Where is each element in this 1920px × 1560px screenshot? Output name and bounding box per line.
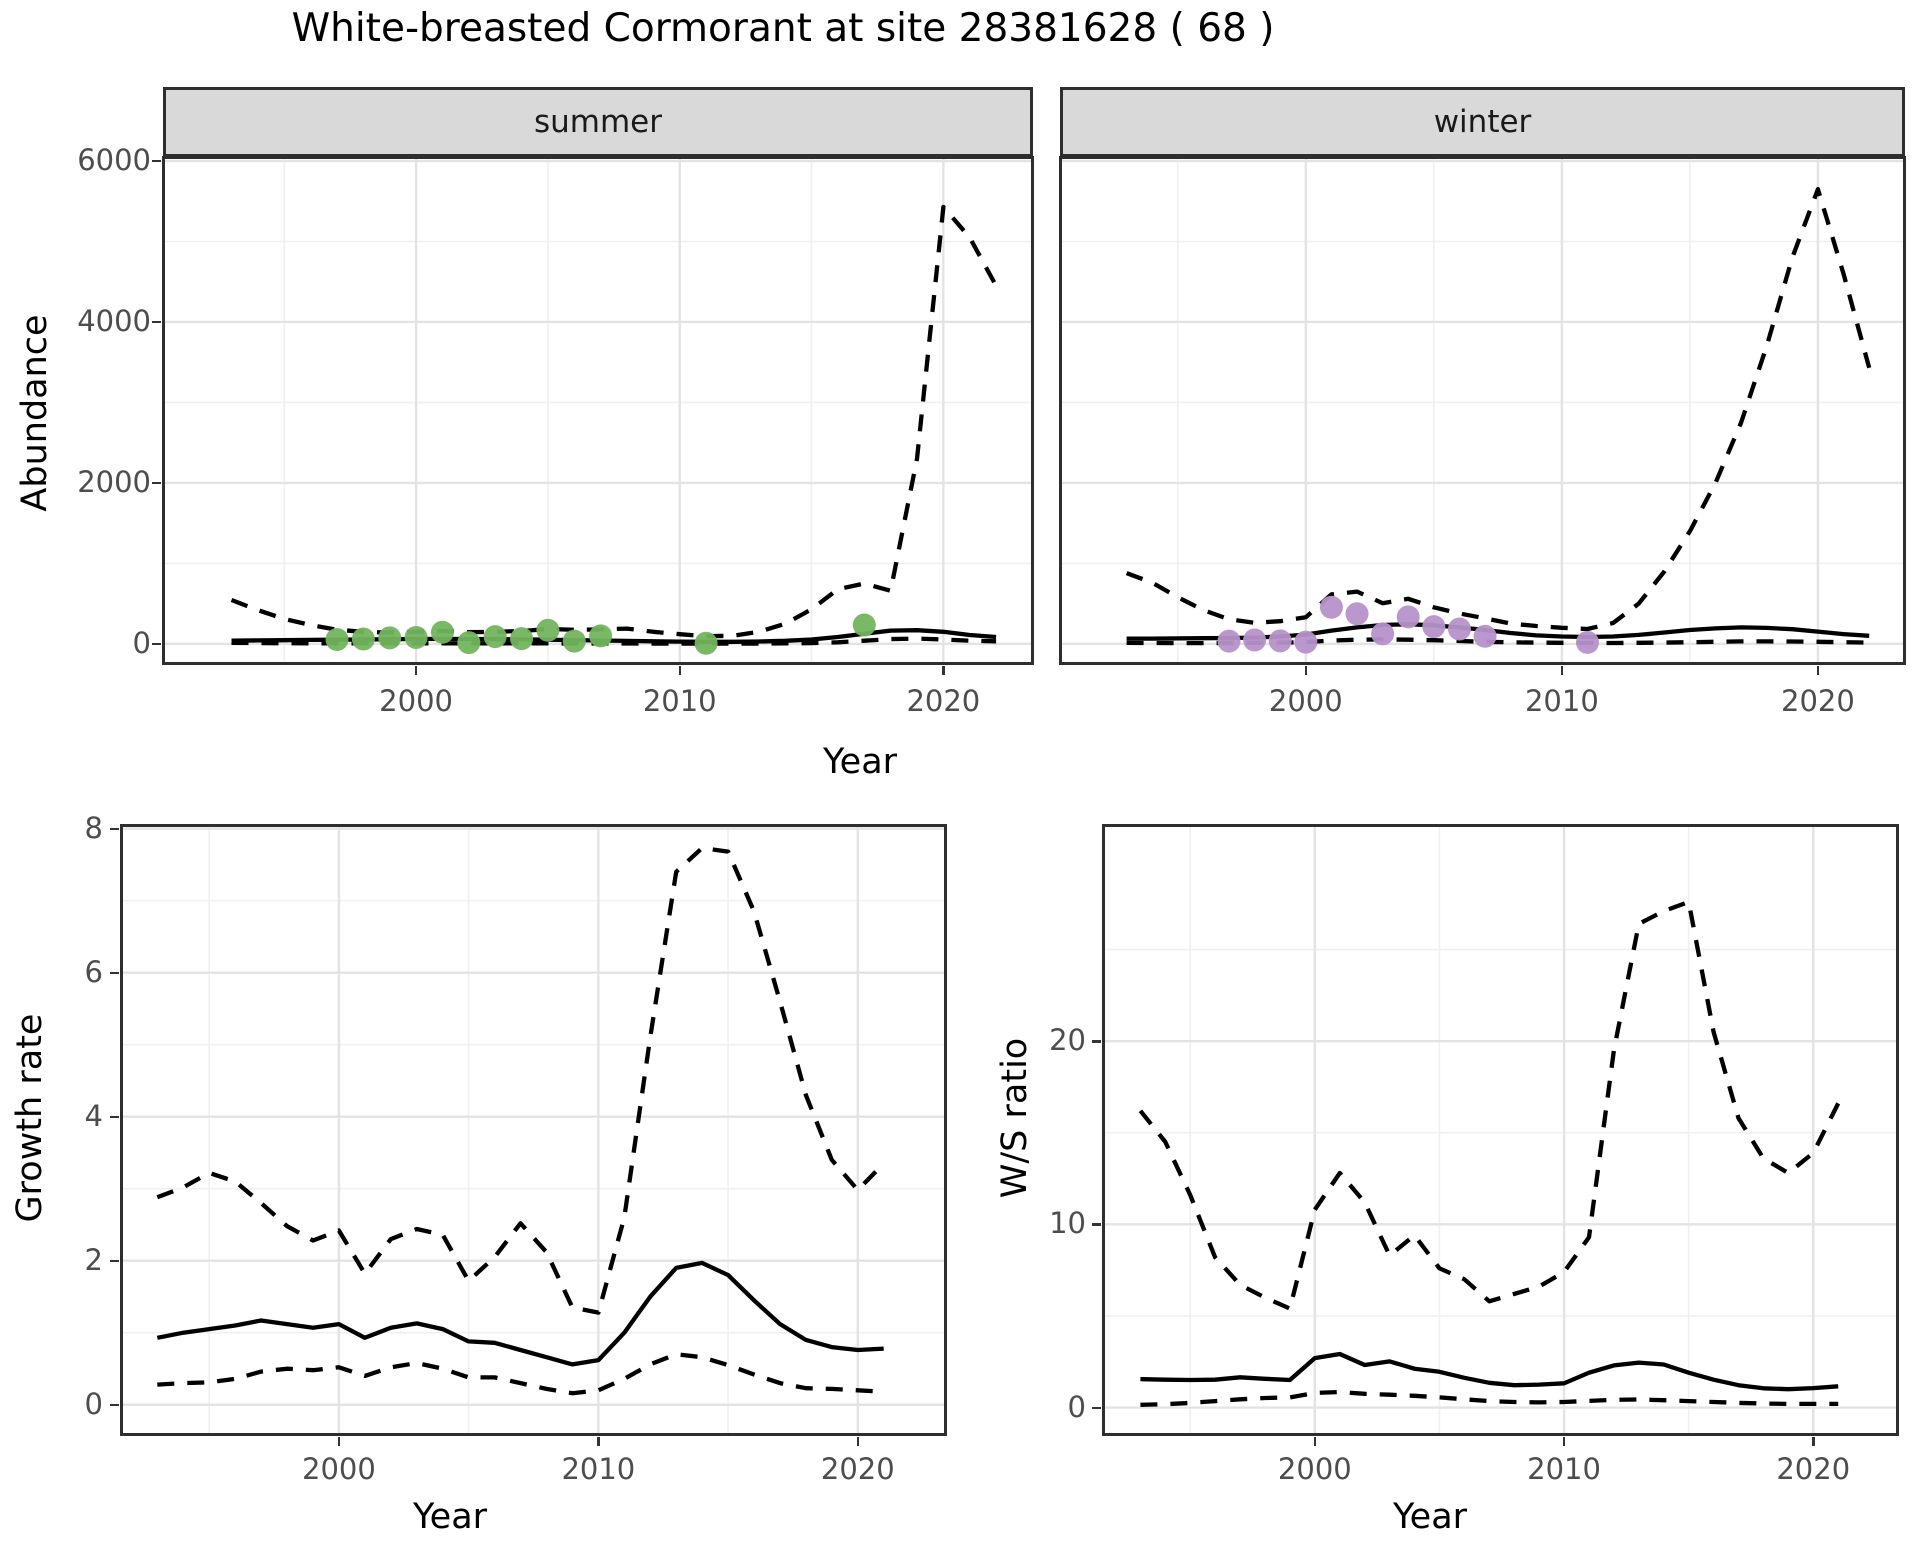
ws-ratio-x-tick-label: 2000 <box>1277 1452 1352 1486</box>
growth-rate-upper_ci-line <box>156 845 886 1315</box>
abundance-winter-upper_ci-line <box>1125 187 1872 632</box>
abundance-summer-y-tick-label: 6000 <box>77 143 151 178</box>
ws-ratio-upper_ci-line <box>1138 899 1841 1311</box>
observed_summer-point <box>378 626 402 650</box>
abundance-summer-border <box>162 156 1034 665</box>
observed_summer-point <box>325 627 349 651</box>
observed_summer-point <box>404 625 428 649</box>
observed_winter-point <box>1217 629 1241 653</box>
observed_winter-point <box>1473 624 1497 648</box>
facet-strip-winter: winter <box>1060 87 1905 157</box>
observed_summer-point <box>536 618 560 642</box>
chart-title: White-breasted Cormorant at site 2838162… <box>291 6 1275 51</box>
observed_winter-point <box>1371 622 1395 646</box>
growth-rate-y-tick <box>110 1115 119 1119</box>
abundance-summer-x-tick <box>415 666 418 675</box>
observed_summer-point <box>510 627 534 651</box>
growth-rate-median-line <box>156 1260 884 1367</box>
ws-ratio-y-tick <box>1092 1040 1101 1043</box>
growth-rate-y-tick-label: 4 <box>84 1098 103 1133</box>
y-axis-title-ws-ratio: W/S ratio <box>995 1037 1035 1199</box>
ws-ratio-svg <box>1103 825 1898 1435</box>
abundance-summer-svg <box>163 157 1033 664</box>
ws-ratio-median-line <box>1140 1351 1839 1392</box>
ws-ratio-y-tick-label: 20 <box>1049 1023 1086 1058</box>
observed_summer-point <box>852 613 876 637</box>
x-axis-title-year-bottom-left: Year <box>412 1497 488 1537</box>
growth-rate-y-tick <box>110 827 119 830</box>
ws-ratio-border <box>1102 824 1899 1436</box>
x-axis-title-year-top: Year <box>822 742 898 782</box>
ws-ratio-y-tick <box>1092 1223 1101 1226</box>
abundance-summer-x-tick-label: 2000 <box>379 684 453 718</box>
observed_winter-point <box>1345 602 1369 626</box>
x-axis-title-year-bottom-right: Year <box>1392 1497 1468 1537</box>
growth-rate-svg <box>121 825 946 1435</box>
ws-ratio-x-tick <box>1812 1437 1815 1446</box>
growth-rate-y-tick-label: 8 <box>84 810 103 845</box>
ws-ratio-x-tick <box>1313 1437 1317 1446</box>
growth-rate-y-tick-label: 0 <box>84 1386 103 1421</box>
abundance-summer-x-tick-label: 2010 <box>642 684 717 718</box>
growth-rate-border <box>120 824 947 1436</box>
abundance-summer-y-tick <box>152 320 161 324</box>
observed_summer-point <box>589 624 613 648</box>
growth-rate-x-tick-label: 2010 <box>561 1452 636 1486</box>
abundance-winter-x-tick <box>1304 666 1308 675</box>
growth-rate-y-tick <box>110 971 119 975</box>
observed_winter-point <box>1422 615 1446 639</box>
abundance-winter-x-tick-label: 2000 <box>1268 684 1343 718</box>
abundance-summer-y-tick-label: 4000 <box>77 303 151 338</box>
ws-ratio-x-tick-label: 2020 <box>1776 1452 1851 1486</box>
observed_winter-point <box>1319 595 1343 619</box>
growth-rate-x-tick <box>856 1437 860 1446</box>
growth-rate-x-tick <box>337 1437 341 1446</box>
abundance-summer-x-tick <box>678 666 682 675</box>
observed_winter-point <box>1294 630 1318 654</box>
abundance-summer-y-tick <box>152 160 161 163</box>
growth-rate-lower_ci-line <box>157 1352 884 1396</box>
growth-rate-y-tick-label: 2 <box>84 1242 103 1277</box>
ws-ratio-x-tick <box>1563 1437 1566 1446</box>
observed_summer-point <box>562 629 586 653</box>
observed_summer-point <box>351 627 375 651</box>
observed_winter-point <box>1268 629 1292 653</box>
observed_summer-point <box>430 620 454 644</box>
growth-rate-y-tick <box>110 1259 119 1263</box>
abundance-summer-y-tick-label: 0 <box>132 625 151 660</box>
observed_winter-point <box>1396 605 1420 629</box>
ws-ratio-lower_ci-line <box>1140 1389 1839 1407</box>
abundance-winter-border <box>1059 156 1906 665</box>
facet-strip-winter-label: winter <box>1433 104 1532 140</box>
observed_winter-point <box>1243 628 1267 652</box>
observed_summer-point <box>483 625 507 649</box>
observed_summer-point <box>457 631 481 655</box>
observed_winter-point <box>1447 617 1471 641</box>
growth-rate-x-tick-label: 2020 <box>820 1452 895 1486</box>
growth-rate-x-tick <box>597 1437 600 1446</box>
abundance-winter-svg <box>1060 157 1905 664</box>
abundance-summer-x-tick <box>942 666 945 675</box>
ws-ratio-x-tick-label: 2010 <box>1527 1452 1601 1486</box>
growth-rate-y-tick-label: 6 <box>84 954 103 989</box>
observed_winter-point <box>1575 630 1599 654</box>
ws-ratio-y-tick <box>1092 1406 1101 1409</box>
growth-rate-x-tick-label: 2000 <box>302 1452 376 1486</box>
abundance-summer-y-tick-label: 2000 <box>77 464 151 499</box>
y-axis-title-abundance: Abundance <box>15 314 55 512</box>
facet-strip-summer-label: summer <box>533 104 662 140</box>
abundance-summer-x-tick-label: 2020 <box>906 684 981 718</box>
abundance-winter-x-tick-label: 2020 <box>1781 684 1855 718</box>
abundance-winter-x-tick <box>1816 666 1820 675</box>
abundance-winter-x-tick <box>1560 666 1564 675</box>
growth-rate-y-tick <box>110 1403 119 1407</box>
ws-ratio-y-tick-label: 10 <box>1049 1206 1086 1241</box>
abundance-winter-x-tick-label: 2010 <box>1524 684 1599 718</box>
facet-strip-summer: summer <box>163 87 1033 157</box>
abundance-summer-y-tick <box>152 481 161 485</box>
abundance-summer-y-tick <box>152 642 161 646</box>
ws-ratio-y-tick-label: 0 <box>1067 1389 1086 1424</box>
observed_summer-point <box>694 631 718 655</box>
